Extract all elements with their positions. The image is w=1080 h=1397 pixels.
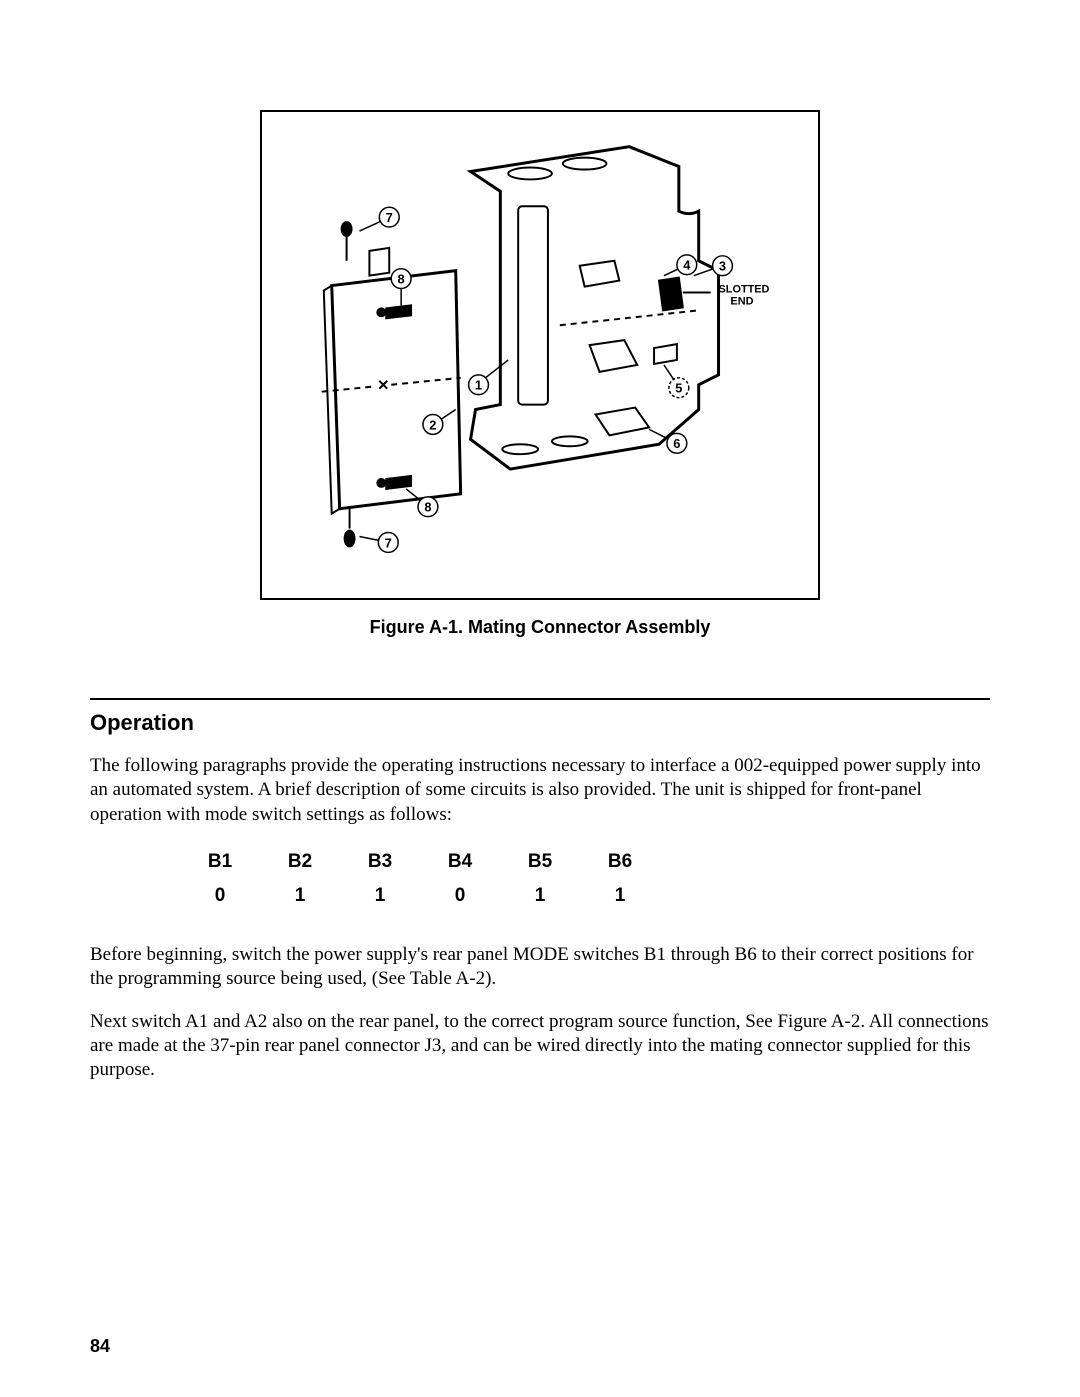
callout-8b: 8 bbox=[424, 500, 431, 515]
figure-caption: Figure A-1. Mating Connector Assembly bbox=[90, 617, 990, 638]
operation-para-3: Next switch A1 and A2 also on the rear p… bbox=[90, 1010, 990, 1083]
switch-value: 1 bbox=[260, 879, 340, 913]
table-row: 0 1 1 0 1 1 bbox=[180, 879, 660, 913]
table-row: B1 B2 B3 B4 B5 B6 bbox=[180, 845, 660, 879]
switch-value: 1 bbox=[580, 879, 660, 913]
switch-value: 0 bbox=[420, 879, 500, 913]
callout-7a: 7 bbox=[386, 210, 393, 225]
callout-1: 1 bbox=[475, 378, 482, 393]
section-rule bbox=[90, 698, 990, 700]
callout-2: 2 bbox=[429, 417, 436, 432]
callout-4: 4 bbox=[683, 258, 691, 273]
switch-header: B3 bbox=[340, 845, 420, 879]
callout-8a: 8 bbox=[398, 272, 405, 287]
callout-6: 6 bbox=[673, 436, 680, 451]
figure-box: 7 8 1 2 3 bbox=[260, 110, 820, 600]
section-heading-operation: Operation bbox=[90, 710, 990, 736]
operation-para-1: The following paragraphs provide the ope… bbox=[90, 754, 990, 827]
switch-settings-table: B1 B2 B3 B4 B5 B6 0 1 1 0 1 1 bbox=[180, 845, 660, 913]
switch-header: B5 bbox=[500, 845, 580, 879]
page-number: 84 bbox=[90, 1336, 110, 1357]
callout-7b: 7 bbox=[385, 535, 392, 550]
switch-header: B6 bbox=[580, 845, 660, 879]
switch-header: B2 bbox=[260, 845, 340, 879]
page: 7 8 1 2 3 bbox=[0, 0, 1080, 1397]
switch-header: B1 bbox=[180, 845, 260, 879]
switch-header: B4 bbox=[420, 845, 500, 879]
slotted-end-label-line1: SLOTTED bbox=[719, 284, 770, 296]
switch-value: 1 bbox=[340, 879, 420, 913]
callout-3: 3 bbox=[719, 259, 726, 274]
operation-para-2: Before beginning, switch the power suppl… bbox=[90, 943, 990, 992]
switch-value: 1 bbox=[500, 879, 580, 913]
figure-wrap: 7 8 1 2 3 bbox=[90, 110, 990, 638]
slotted-end-label-line2: END bbox=[730, 295, 753, 307]
callout-5: 5 bbox=[675, 381, 682, 396]
connector-assembly-diagram: 7 8 1 2 3 bbox=[262, 112, 818, 598]
switch-value: 0 bbox=[180, 879, 260, 913]
